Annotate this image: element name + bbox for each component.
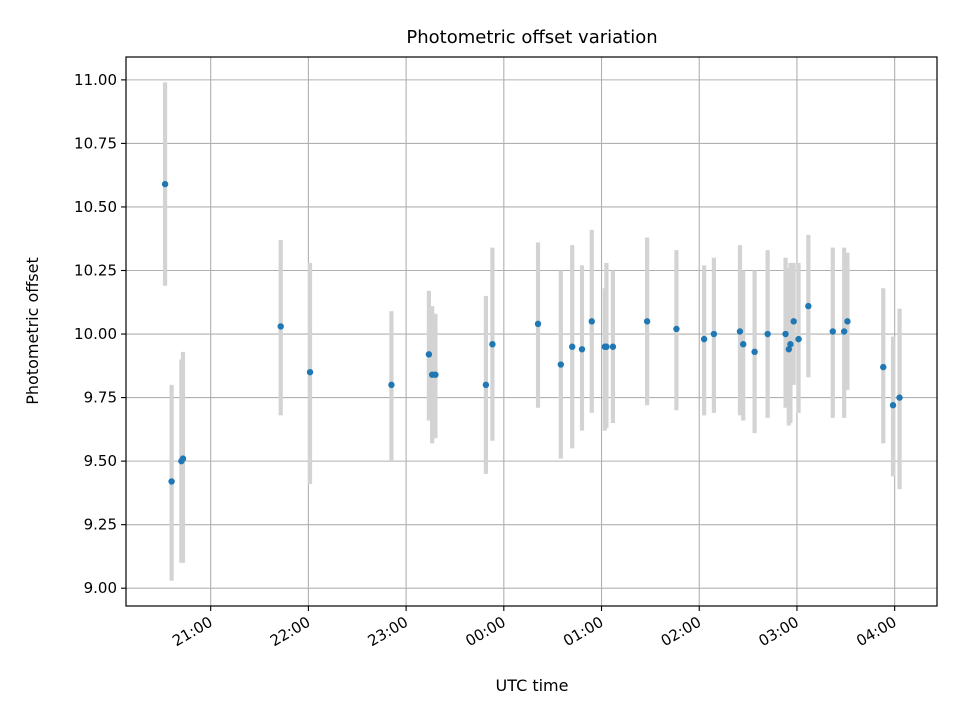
y-tick-label: 9.75 (84, 389, 117, 407)
data-point (787, 341, 794, 348)
y-tick-label: 11.00 (74, 71, 117, 89)
data-point (534, 320, 542, 328)
data-point (844, 318, 851, 325)
data-point (643, 318, 651, 325)
data-point (785, 346, 793, 353)
data-point (782, 330, 789, 338)
data-point (306, 368, 314, 376)
data-point (168, 478, 175, 485)
data-point (569, 343, 576, 350)
data-point (840, 328, 848, 335)
data-point (710, 330, 718, 338)
grid (126, 57, 937, 606)
data-point (790, 318, 797, 325)
y-axis-label: Photometric offset (23, 257, 42, 405)
data-point (603, 343, 610, 350)
y-axis: 9.00 9.25 9.50 9.75 10.00 10.25 10.50 10.75 11.0… (74, 71, 126, 597)
plot-frame (125, 56, 938, 607)
y-tick-label: 10.75 (74, 134, 117, 152)
data-point (482, 381, 490, 389)
data-point (700, 335, 708, 343)
data-point (736, 328, 744, 335)
data-point (829, 328, 836, 335)
data-point (609, 343, 617, 350)
data-point (764, 330, 771, 338)
data-point (277, 323, 284, 330)
x-axis-label: UTC time (496, 676, 569, 695)
data-point (588, 318, 595, 325)
y-tick-label: 10.00 (74, 325, 117, 343)
data-point (795, 335, 802, 343)
y-tick-label: 9.50 (84, 452, 117, 470)
y-tick-label: 10.25 (74, 262, 117, 280)
data-point (578, 346, 586, 353)
data-points (161, 180, 903, 485)
y-tick-label: 9.25 (84, 516, 117, 534)
data-point (740, 341, 747, 348)
data-point (432, 371, 439, 378)
data-point (880, 363, 887, 371)
data-point (425, 351, 433, 358)
data-point (161, 180, 169, 188)
y-tick-label: 9.00 (84, 579, 117, 597)
chart-title: Photometric offset variation (406, 27, 657, 48)
data-point (673, 325, 680, 333)
data-point (557, 361, 565, 368)
data-point (489, 341, 496, 348)
data-point (179, 455, 187, 462)
data-point (896, 394, 903, 401)
data-point (889, 402, 897, 409)
y-tick-label: 10.50 (74, 198, 117, 216)
data-point (388, 381, 395, 389)
data-point (751, 348, 758, 356)
data-point (805, 302, 812, 310)
